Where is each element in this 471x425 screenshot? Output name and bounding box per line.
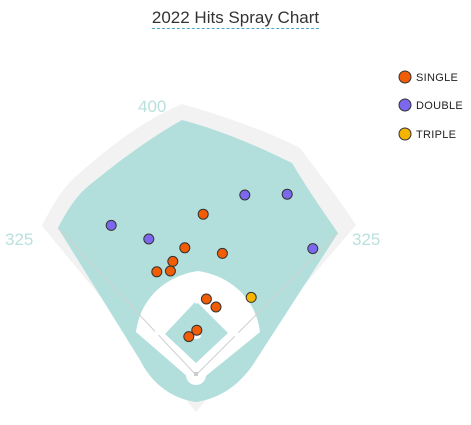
hit-point-double-2[interactable] [105,219,117,231]
legend-entry-single[interactable]: SINGLE [398,70,458,84]
hit-point-single-8[interactable] [151,266,163,278]
distance-label-right: 325 [352,230,380,249]
outfield-grass [58,120,338,402]
legend-marker-triple [398,127,412,141]
hit-points [105,188,319,343]
hit-point-single-6[interactable] [167,255,179,267]
legend-entry-double[interactable]: DOUBLE [398,98,463,112]
hit-point-single-4[interactable] [210,301,222,313]
second-base [192,296,201,305]
legend: SINGLE DOUBLE TRIPLE [398,70,463,141]
legend-label-single: SINGLE [416,72,458,84]
legend-label-triple: TRIPLE [416,129,456,141]
hit-point-double-5[interactable] [307,243,319,255]
home-plate [194,372,198,376]
distance-label-center: 400 [138,97,166,116]
legend-label-double: DOUBLE [416,100,463,112]
distance-label-left: 325 [5,230,33,249]
third-base [152,329,161,338]
legend-marker-double [398,98,412,112]
hit-point-single-1[interactable] [183,331,195,343]
legend-marker-single [398,70,412,84]
hit-point-single-10[interactable] [197,208,209,220]
legend-entry-triple[interactable]: TRIPLE [398,127,456,141]
hit-point-double-4[interactable] [281,188,293,200]
first-base [231,329,240,338]
hit-point-single-7[interactable] [164,265,176,277]
hit-point-triple-1[interactable] [245,291,257,303]
hit-point-double-3[interactable] [239,189,251,201]
right-foul-line [195,232,339,376]
chart-title: 2022 Hits Spray Chart [151,8,320,29]
hit-point-single-5[interactable] [216,247,228,259]
hit-point-single-3[interactable] [191,324,203,336]
left-foul-line [57,227,197,376]
hit-point-single-2[interactable] [200,293,212,305]
hit-point-single-9[interactable] [179,242,191,254]
hit-point-double-1[interactable] [143,233,155,245]
